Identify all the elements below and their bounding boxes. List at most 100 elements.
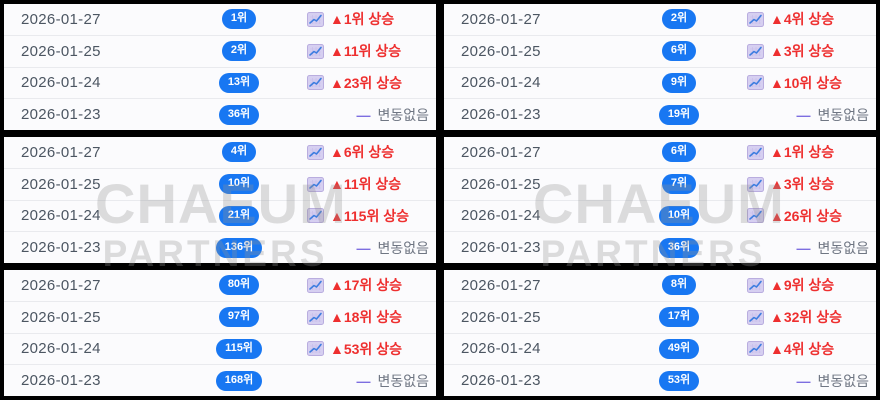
date-label: 2026-01-25	[21, 42, 101, 60]
date-label: 2026-01-27	[21, 143, 101, 161]
rank-up-label: ▲4위 상승	[770, 11, 835, 28]
rank-change-cell: ▲4위 상승	[747, 339, 876, 359]
rank-up-label: ▲6위 상승	[330, 144, 395, 161]
rank-history-row: 2026-01-23 168위 — 변동없음	[4, 365, 436, 396]
rank-badge: 168위	[215, 370, 263, 391]
date-label: 2026-01-25	[21, 175, 101, 193]
rank-history-row: 2026-01-25 6위 ▲3위 상승	[444, 36, 876, 68]
no-change-dash-icon: —	[356, 106, 370, 123]
rank-history-row: 2026-01-23 136위 — 변동없음	[4, 232, 436, 263]
rank-cell: 53위	[611, 370, 747, 391]
rank-up-label: ▲3위 상승	[770, 43, 835, 60]
rank-history-row: 2026-01-25 7위 ▲3위 상승	[444, 169, 876, 201]
rank-badge: 6위	[661, 41, 697, 62]
rank-up-label: ▲11위 상승	[330, 176, 402, 193]
chart-increasing-icon	[307, 11, 324, 27]
chart-increasing-icon	[747, 75, 764, 91]
rank-up-label: ▲10위 상승	[770, 74, 842, 91]
rank-change-cell: — 변동없음	[307, 105, 436, 125]
rank-up-label: ▲26위 상승	[770, 207, 842, 224]
chart-increasing-icon	[307, 341, 324, 357]
rank-change-cell: — 변동없음	[307, 371, 436, 391]
rank-history-row: 2026-01-27 2위 ▲4위 상승	[444, 4, 876, 36]
chart-increasing-icon	[747, 208, 764, 224]
rank-cell: 10위	[611, 205, 747, 226]
date-label: 2026-01-27	[461, 10, 541, 28]
rank-badge: 53위	[658, 370, 700, 391]
date-label: 2026-01-25	[21, 308, 101, 326]
rank-change-cell: ▲1위 상승	[747, 142, 876, 162]
date-label: 2026-01-27	[21, 10, 101, 28]
no-change-dash-icon: —	[796, 239, 810, 256]
rank-cell: 97위	[171, 307, 307, 328]
date-label: 2026-01-23	[21, 239, 101, 257]
rank-history-row: 2026-01-25 2위 ▲11위 상승	[4, 36, 436, 68]
rank-up-label: ▲11위 상승	[330, 43, 402, 60]
rank-cell: 136위	[171, 237, 307, 258]
rank-history-row: 2026-01-23 36위 — 변동없음	[444, 232, 876, 263]
rank-cell: 6위	[611, 41, 747, 62]
rank-up-label: ▲9위 상승	[770, 277, 835, 294]
rank-change-cell: ▲11위 상승	[307, 174, 436, 194]
rank-history-panel: 2026-01-27 2위 ▲4위 상승 2026-01-25 6위 ▲3위 상승 2026…	[444, 4, 876, 130]
rank-cell: 49위	[611, 338, 747, 359]
rank-up-label: ▲115위 상승	[330, 207, 409, 224]
rank-history-row: 2026-01-25 17위 ▲32위 상승	[444, 302, 876, 334]
chart-increasing-icon	[747, 11, 764, 27]
rank-change-cell: ▲115위 상승	[307, 206, 436, 226]
rank-cell: 10위	[171, 174, 307, 195]
chart-increasing-icon	[747, 341, 764, 357]
rank-up-label: ▲32위 상승	[770, 309, 842, 326]
no-change-label: 변동없음	[817, 239, 869, 256]
rank-badge: 136위	[215, 237, 263, 258]
rank-badge: 1위	[221, 9, 257, 30]
rank-cell: 2위	[171, 41, 307, 62]
rank-history-panel: 2026-01-27 4위 ▲6위 상승 2026-01-25 10위 ▲11위 상승 20…	[4, 137, 436, 263]
rank-badge: 17위	[658, 307, 700, 328]
chart-increasing-icon	[747, 176, 764, 192]
rank-history-row: 2026-01-23 36위 — 변동없음	[4, 99, 436, 130]
rank-history-row: 2026-01-25 97위 ▲18위 상승	[4, 302, 436, 334]
rank-history-row: 2026-01-27 1위 ▲1위 상승	[4, 4, 436, 36]
rank-cell: 6위	[611, 142, 747, 163]
rank-badge: 7위	[661, 174, 697, 195]
rank-cell: 1위	[171, 9, 307, 30]
rank-cell: 8위	[611, 275, 747, 296]
no-change-label: 변동없음	[817, 106, 869, 123]
rank-badge: 13위	[218, 72, 260, 93]
rank-change-cell: — 변동없음	[747, 371, 876, 391]
rank-history-row: 2026-01-27 80위 ▲17위 상승	[4, 270, 436, 302]
date-label: 2026-01-25	[461, 308, 541, 326]
rank-history-panel: 2026-01-27 1위 ▲1위 상승 2026-01-25 2위 ▲11위 상승 202…	[4, 4, 436, 130]
rank-change-cell: — 변동없음	[747, 238, 876, 258]
rank-cell: 13위	[171, 72, 307, 93]
rank-history-row: 2026-01-25 10위 ▲11위 상승	[4, 169, 436, 201]
date-label: 2026-01-23	[461, 239, 541, 257]
chart-increasing-icon	[307, 176, 324, 192]
rank-badge: 97위	[218, 307, 260, 328]
rank-badge: 10위	[658, 205, 700, 226]
rank-history-row: 2026-01-24 115위 ▲53위 상승	[4, 334, 436, 366]
rank-cell: 21위	[171, 205, 307, 226]
rank-history-row: 2026-01-27 8위 ▲9위 상승	[444, 270, 876, 302]
date-label: 2026-01-24	[21, 340, 101, 358]
rank-change-cell: ▲4위 상승	[747, 9, 876, 29]
rank-change-cell: ▲9위 상승	[747, 275, 876, 295]
chart-increasing-icon	[747, 309, 764, 325]
rank-history-grid: 2026-01-27 1위 ▲1위 상승 2026-01-25 2위 ▲11위 상승 202…	[4, 4, 876, 396]
rank-badge: 2위	[221, 41, 257, 62]
rank-history-panel: 2026-01-27 80위 ▲17위 상승 2026-01-25 97위 ▲18위 상승…	[4, 270, 436, 396]
rank-badge: 36위	[218, 104, 260, 125]
chart-increasing-icon	[747, 277, 764, 293]
date-label: 2026-01-24	[461, 74, 541, 92]
rank-cell: 115위	[171, 338, 307, 359]
date-label: 2026-01-24	[21, 207, 101, 225]
no-change-dash-icon: —	[796, 372, 810, 389]
rank-cell: 168위	[171, 370, 307, 391]
rank-history-row: 2026-01-27 4위 ▲6위 상승	[4, 137, 436, 169]
rank-up-label: ▲53위 상승	[330, 340, 402, 357]
rank-up-label: ▲1위 상승	[770, 144, 835, 161]
rank-cell: 36위	[611, 237, 747, 258]
chart-increasing-icon	[747, 144, 764, 160]
